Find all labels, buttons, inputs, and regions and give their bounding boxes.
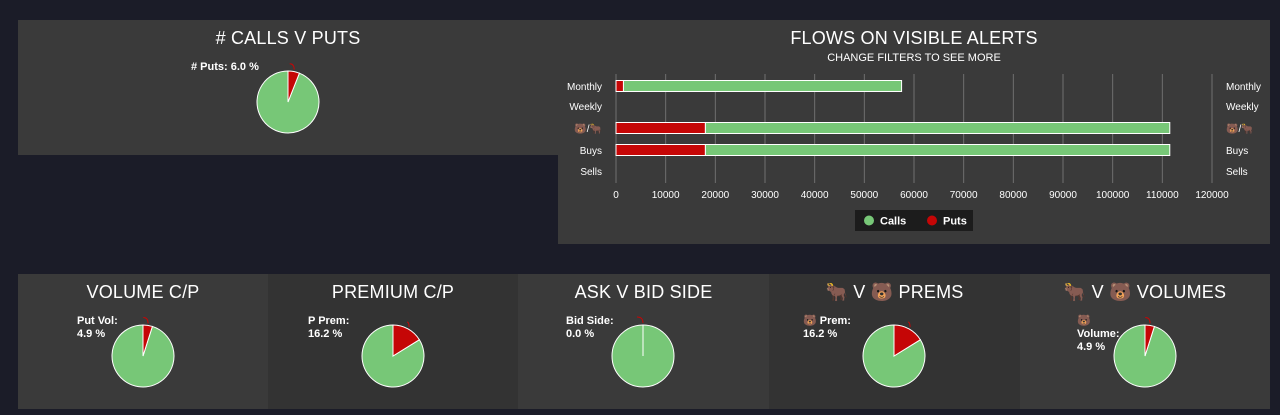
volume-cp-data-label: 4.9 % — [77, 328, 105, 340]
flows-y-label-left: Buys — [580, 146, 602, 157]
flows-legend[interactable]: Calls Puts — [855, 210, 973, 231]
flows-bar-calls — [704, 144, 1171, 156]
volume-cp-slice-puts — [142, 324, 154, 357]
flows-x-tick-label: 30000 — [751, 190, 779, 201]
flows-x-tick-label: 20000 — [701, 190, 729, 201]
bull-bear-volumes-data-label: 🐻 — [1077, 313, 1091, 327]
flows-bar-calls — [704, 122, 1171, 134]
bull-bear-prems-slice-bear — [893, 324, 922, 357]
flows-bar-puts — [615, 122, 706, 134]
flows-title: FLOWS ON VISIBLE ALERTS — [790, 28, 1038, 48]
premium-cp-pie-chart: P Prem:16.2 % — [308, 315, 425, 388]
ask-v-bid-label-connector — [636, 316, 644, 324]
bull-bear-volumes-data-label: Volume: — [1077, 328, 1120, 340]
bull-bear-volumes-panel: 🐂 V 🐻 VOLUMES 🐻 Volume: 4.9 % — [1020, 274, 1270, 409]
flows-x-tick-label: 120000 — [1195, 190, 1229, 201]
calls-v-puts-label-connector — [289, 63, 295, 70]
bull-bear-volumes-pie-chart: 🐻Volume:4.9 % — [1077, 313, 1177, 388]
flows-x-tick-label: 70000 — [950, 190, 978, 201]
flows-y-label-right: 🐻/🐂 — [1226, 122, 1254, 135]
flows-x-tick-label: 100000 — [1096, 190, 1130, 201]
bull-bear-prems-data-label: 🐻 Prem: — [803, 313, 851, 327]
bull-bear-prems-label-connector — [907, 321, 911, 328]
flows-y-label-right: Sells — [1226, 167, 1248, 178]
bull-bear-prems-pie-chart: 🐻 Prem:16.2 % — [803, 313, 926, 388]
flows-x-tick-label: 10000 — [652, 190, 680, 201]
flows-panel: FLOWS ON VISIBLE ALERTS CHANGE FILTERS T… — [558, 20, 1270, 244]
premium-cp-slice-puts — [392, 324, 421, 357]
premium-cp-slice-calls — [361, 324, 425, 388]
flows-subtitle: CHANGE FILTERS TO SEE MORE — [827, 52, 1001, 64]
flows-x-tick-label: 40000 — [801, 190, 829, 201]
flows-y-label-right: Monthly — [1226, 82, 1261, 93]
premium-cp-title: PREMIUM C/P — [331, 282, 455, 302]
premium-cp-data-label: P Prem: — [308, 315, 349, 327]
calls-v-puts-data-label: # Puts: 6.0 % — [191, 61, 259, 73]
ask-v-bid-data-label: 0.0 % — [566, 328, 594, 340]
flows-bar-calls — [622, 80, 903, 92]
bull-bear-volumes-slice-bear — [1144, 324, 1156, 357]
flows-legend-item-puts[interactable]: Puts — [943, 216, 967, 228]
flows-x-tick-label: 0 — [613, 190, 619, 201]
premium-cp-panel: PREMIUM C/P P Prem: 16.2 % — [268, 274, 518, 409]
volume-cp-label-connector — [143, 316, 149, 324]
volume-cp-panel: VOLUME C/P Put Vol: 4.9 % — [18, 274, 268, 409]
flows-y-label-left: Monthly — [567, 82, 602, 93]
flows-x-tick-label: 110000 — [1146, 190, 1179, 201]
flows-x-tick-label: 80000 — [999, 190, 1027, 201]
ask-v-bid-data-label: Bid Side: — [566, 315, 614, 327]
premium-cp-data-label: 16.2 % — [308, 328, 342, 340]
flows-y-label-left: Weekly — [569, 102, 602, 113]
flows-y-label-left: Sells — [580, 167, 602, 178]
flows-x-tick-label: 60000 — [900, 190, 928, 201]
volume-cp-data-label: Put Vol: — [77, 315, 118, 327]
flows-x-tick-label: 90000 — [1049, 190, 1077, 201]
calls-v-puts-panel: # CALLS V PUTS # Puts: 6.0 % — [18, 20, 558, 155]
flows-bar-puts — [615, 80, 624, 92]
flows-y-label-left: 🐻/🐂 — [574, 122, 602, 135]
flows-legend-box — [855, 210, 973, 231]
flows-y-label-right: Buys — [1226, 146, 1248, 157]
bull-bear-volumes-title: 🐂 V 🐻 VOLUMES — [1063, 282, 1227, 302]
calls-v-puts-title: # CALLS V PUTS — [215, 28, 361, 48]
bull-bear-prems-data-label: 16.2 % — [803, 328, 837, 340]
flows-bar-chart: 0 10000 20000 30000 40000 50000 60000 70000 8000… — [567, 74, 1261, 231]
bull-bear-prems-title: 🐂 V 🐻 PREMS — [825, 282, 964, 302]
flows-legend-marker-calls[interactable] — [864, 215, 874, 226]
bull-bear-volumes-data-label: 4.9 % — [1077, 341, 1105, 353]
volume-cp-pie-chart: Put Vol:4.9 % — [77, 315, 175, 388]
bull-bear-prems-slice-bull — [862, 324, 926, 388]
bull-bear-volumes-label-connector — [1145, 316, 1151, 324]
flows-bar-puts — [615, 144, 706, 156]
ask-v-bid-pie-chart: Bid Side:0.0 % — [566, 315, 675, 388]
flows-y-label-right: Weekly — [1226, 102, 1259, 113]
calls-v-puts-pie-chart: # Puts: 6.0 % — [191, 61, 320, 134]
bull-bear-prems-panel: 🐂 V 🐻 PREMS 🐻 Prem: 16.2 % — [769, 274, 1020, 409]
flows-legend-marker-puts[interactable] — [927, 215, 937, 226]
calls-v-puts-slice-puts — [287, 70, 301, 103]
ask-v-bid-panel: ASK V BID SIDE Bid Side: 0.0 % — [518, 274, 769, 409]
ask-v-bid-title: ASK V BID SIDE — [574, 282, 713, 302]
volume-cp-title: VOLUME C/P — [86, 282, 200, 302]
flows-legend-item-calls[interactable]: Calls — [880, 216, 906, 228]
flows-x-tick-label: 50000 — [850, 190, 878, 201]
premium-cp-label-connector — [406, 321, 410, 328]
